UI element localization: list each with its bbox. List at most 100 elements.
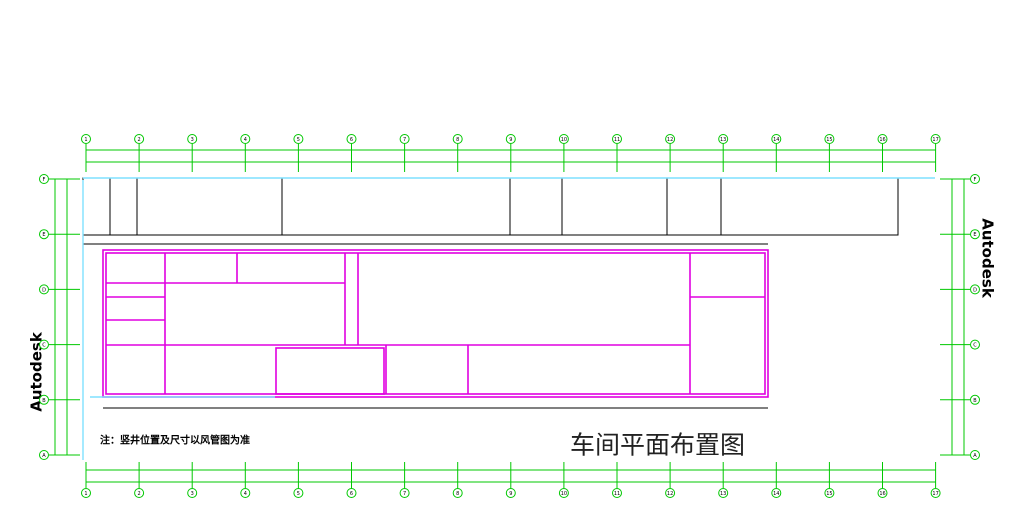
grid-label: 15 [826,137,832,143]
grid-label: E [42,232,45,238]
grid-label: E [973,232,976,238]
grid-bubble [612,488,622,498]
grid-bubble [970,450,980,460]
grid-label: B [42,398,46,404]
grid-label: 3 [191,137,194,143]
grid-label: 14 [773,137,779,143]
grid-bubble [877,134,888,144]
grid-label: 5 [297,137,300,143]
grid-bubble [505,488,516,498]
grid-bubble [240,488,251,498]
grid-bubble [81,134,91,144]
grid-label: F [974,177,977,183]
grid-label: 16 [879,137,885,143]
grid-bubble [612,134,622,144]
grid-bubble [771,134,782,144]
grid-bubble [877,488,888,498]
grid-bubble [39,450,49,460]
grid-label: 9 [509,137,512,143]
grid-label: F [43,177,46,183]
grid-label: 13 [720,491,726,497]
grid-label: 4 [244,137,247,143]
grid-bubble [930,488,941,498]
grid-label: C [42,343,46,349]
grid-label: 12 [667,137,673,143]
grid-bubble [134,488,145,498]
grid-label: A [42,453,46,459]
workshop-walls [102,249,769,398]
grid-label: 16 [879,491,885,497]
grid-bubble [452,134,463,144]
grid-bubble [558,134,569,144]
grid-label: 6 [350,137,353,143]
grid-bubble [930,134,941,144]
grid-label: 8 [456,137,459,143]
cyan-lines [82,177,935,460]
watermark: Autodesk [28,331,46,412]
grid-bubble [39,394,49,405]
grid-label: 7 [403,137,406,143]
grid-label: D [42,287,46,293]
grid-bubble [134,134,145,144]
grid-label: 10 [561,491,567,497]
note: 注：竖井位置及尺寸以风管图为准 [100,434,250,447]
grid-bubble [81,488,91,498]
grid-label: 14 [773,491,779,497]
grid-label: 11 [614,491,620,497]
grid-bubble [970,394,980,405]
grid-label: D [973,287,977,293]
grid-label: 9 [509,491,512,497]
grid-bubble [346,134,357,144]
grid-bubble [824,488,835,498]
grid-label: 4 [244,491,247,497]
grid-bubble [39,284,49,295]
grid-label: 17 [932,137,938,143]
grid-bubble [505,134,516,144]
grid-label: 10 [561,137,567,143]
grid-label: 8 [456,491,459,497]
grid-bubble [346,488,357,498]
grid-label: 13 [720,137,726,143]
grid-label: 5 [297,491,300,497]
grid-label: 2 [138,137,141,143]
grid-label: 12 [667,491,673,497]
drawing-title: 车间平面布置图 [570,431,745,460]
grid-bubble [970,284,980,295]
grid-label: A [973,453,977,459]
grid-bubble [452,488,463,498]
grid-label: 6 [350,491,353,497]
grid-bubble [665,134,676,144]
grid-label: 17 [932,491,938,497]
grid-label: 15 [826,491,832,497]
grid-label: 1 [84,137,87,143]
grid-label: 1 [84,491,87,497]
grid-bubble [824,134,835,144]
grid-bubble [39,229,49,240]
grid-label: 2 [138,491,141,497]
grid-bubble [39,339,49,350]
grid-bubble [718,488,729,498]
grid-bubble [187,488,198,498]
grid-bubble [558,488,569,498]
grid-label: 3 [191,491,194,497]
grid-bubble [399,134,410,144]
grid-label: C [973,343,977,349]
grid-bubble [399,488,410,498]
grid-bubble [665,488,676,498]
grid-bubble [718,134,729,144]
grid-bubble [970,339,980,350]
grid-bubble [187,134,198,144]
grid-bubble [39,174,49,184]
grid-bubble [771,488,782,498]
grid-bubble [293,488,304,498]
watermark: Autodesk [979,218,997,299]
grid-bubble [970,174,980,184]
grid-label: B [973,398,977,404]
grid-label: 7 [403,491,406,497]
grid-bubble [240,134,251,144]
grid-label: 11 [614,137,620,143]
grid-bubble [970,229,980,240]
grid-bubble [293,134,304,144]
